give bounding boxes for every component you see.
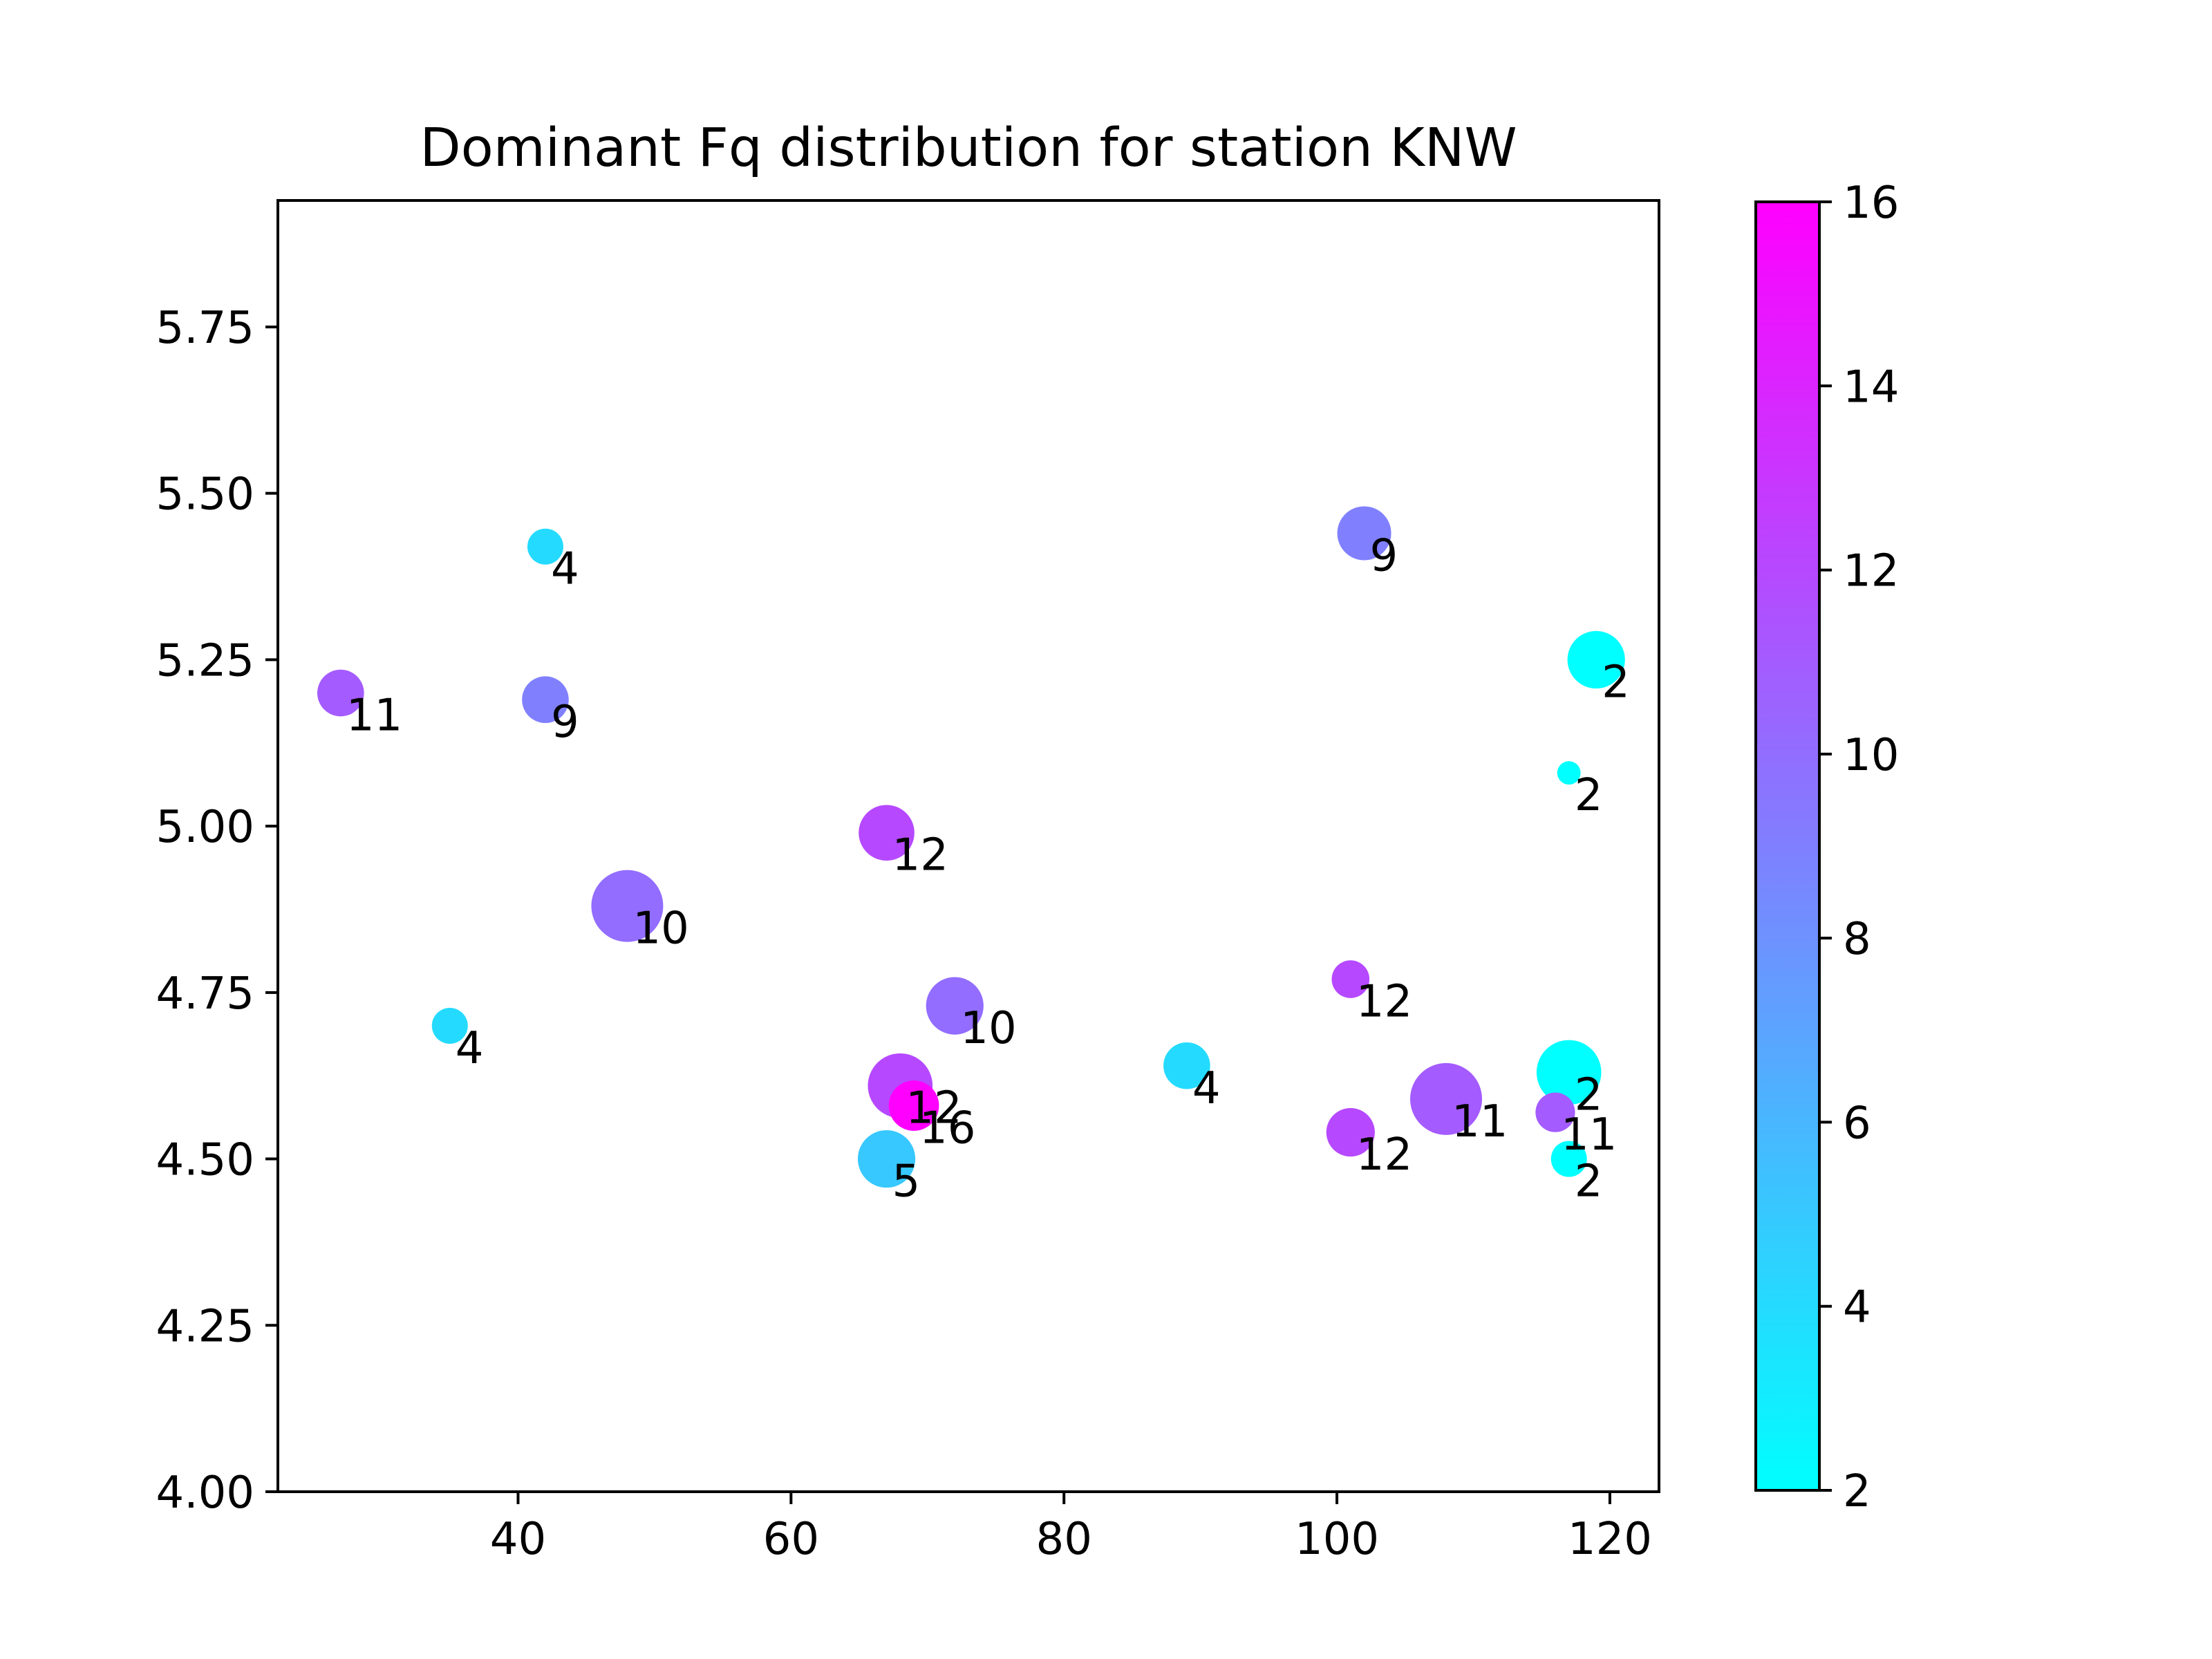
data-point-label: 2 bbox=[1575, 770, 1603, 821]
y-tick-label: 5.75 bbox=[156, 303, 255, 354]
colorbar-tick-label: 4 bbox=[1843, 1282, 1871, 1333]
data-point-label: 11 bbox=[346, 691, 402, 742]
x-tick-label: 40 bbox=[490, 1514, 546, 1565]
data-point-label: 4 bbox=[551, 544, 579, 595]
y-tick-label: 5.50 bbox=[156, 469, 255, 521]
data-point-label: 9 bbox=[1370, 530, 1398, 581]
data-point bbox=[1535, 1092, 1575, 1132]
x-tick-label: 80 bbox=[1035, 1514, 1091, 1565]
y-tick-label: 4.25 bbox=[156, 1301, 255, 1352]
data-point-label: 9 bbox=[551, 697, 579, 748]
data-point bbox=[888, 1080, 939, 1131]
colorbar-tick-label: 10 bbox=[1843, 730, 1899, 781]
data-point bbox=[926, 977, 984, 1035]
data-point-label: 4 bbox=[456, 1023, 484, 1074]
x-axis-ticks: 40 60 80 100 120 bbox=[490, 1492, 1652, 1565]
data-point-label: 16 bbox=[919, 1103, 975, 1154]
y-tick-label: 5.00 bbox=[156, 802, 255, 853]
data-point bbox=[431, 1007, 468, 1044]
data-point-label: 10 bbox=[960, 1003, 1016, 1054]
data-point-label: 12 bbox=[892, 830, 948, 881]
x-tick-label: 60 bbox=[763, 1514, 819, 1565]
y-tick-label: 4.75 bbox=[156, 968, 255, 1020]
y-tick-label: 4.50 bbox=[156, 1135, 255, 1186]
colorbar-tick-label: 8 bbox=[1843, 914, 1871, 965]
data-point bbox=[317, 669, 364, 717]
data-point bbox=[1337, 506, 1391, 561]
data-point-label: 11 bbox=[1561, 1109, 1617, 1161]
colorbar-tick-label: 14 bbox=[1843, 362, 1899, 413]
colorbar-tick-label: 2 bbox=[1843, 1466, 1871, 1517]
colorbar-ticks: 2 4 6 8 10 12 14 16 bbox=[1819, 178, 1899, 1517]
data-point bbox=[1557, 761, 1581, 785]
data-point bbox=[1410, 1062, 1483, 1135]
data-point-label: 2 bbox=[1575, 1156, 1603, 1208]
data-point bbox=[591, 870, 664, 942]
data-point bbox=[1550, 1141, 1587, 1177]
x-tick-label: 100 bbox=[1295, 1514, 1379, 1565]
data-point bbox=[522, 676, 569, 723]
data-point-label: 12 bbox=[1356, 1130, 1412, 1181]
y-tick-label: 4.00 bbox=[156, 1468, 255, 1519]
data-point bbox=[1331, 960, 1370, 998]
data-point bbox=[857, 1130, 916, 1188]
data-point bbox=[527, 528, 563, 565]
colorbar-tick-label: 6 bbox=[1843, 1098, 1871, 1149]
data-point bbox=[1567, 630, 1625, 688]
chart-title: Dominant Fq distribution for station KNW bbox=[420, 118, 1517, 179]
y-tick-label: 5.25 bbox=[156, 635, 255, 686]
colorbar bbox=[1754, 200, 1821, 1492]
data-point-label: 12 bbox=[1356, 977, 1412, 1028]
data-point bbox=[1536, 1040, 1602, 1105]
data-point bbox=[859, 805, 915, 861]
x-tick-label: 120 bbox=[1568, 1514, 1652, 1565]
data-point bbox=[1326, 1107, 1375, 1157]
data-points-layer bbox=[317, 506, 1625, 1188]
y-axis-ticks: 4.00 4.25 4.50 4.75 5.00 5.25 5.50 5.75 bbox=[156, 303, 278, 1519]
colorbar-tick-label: 16 bbox=[1843, 178, 1899, 229]
plot-frame bbox=[276, 199, 1660, 1493]
data-point-label: 11 bbox=[1452, 1096, 1508, 1147]
data-point-label: 4 bbox=[1192, 1063, 1221, 1114]
data-point-label: 10 bbox=[632, 903, 688, 955]
data-point-label: 2 bbox=[1602, 657, 1630, 708]
data-point bbox=[1163, 1042, 1210, 1089]
data-point-label: 5 bbox=[892, 1156, 921, 1208]
data-point-label: 12 bbox=[906, 1083, 962, 1134]
colorbar-tick-label: 12 bbox=[1843, 546, 1899, 597]
data-point-label: 2 bbox=[1575, 1069, 1603, 1121]
